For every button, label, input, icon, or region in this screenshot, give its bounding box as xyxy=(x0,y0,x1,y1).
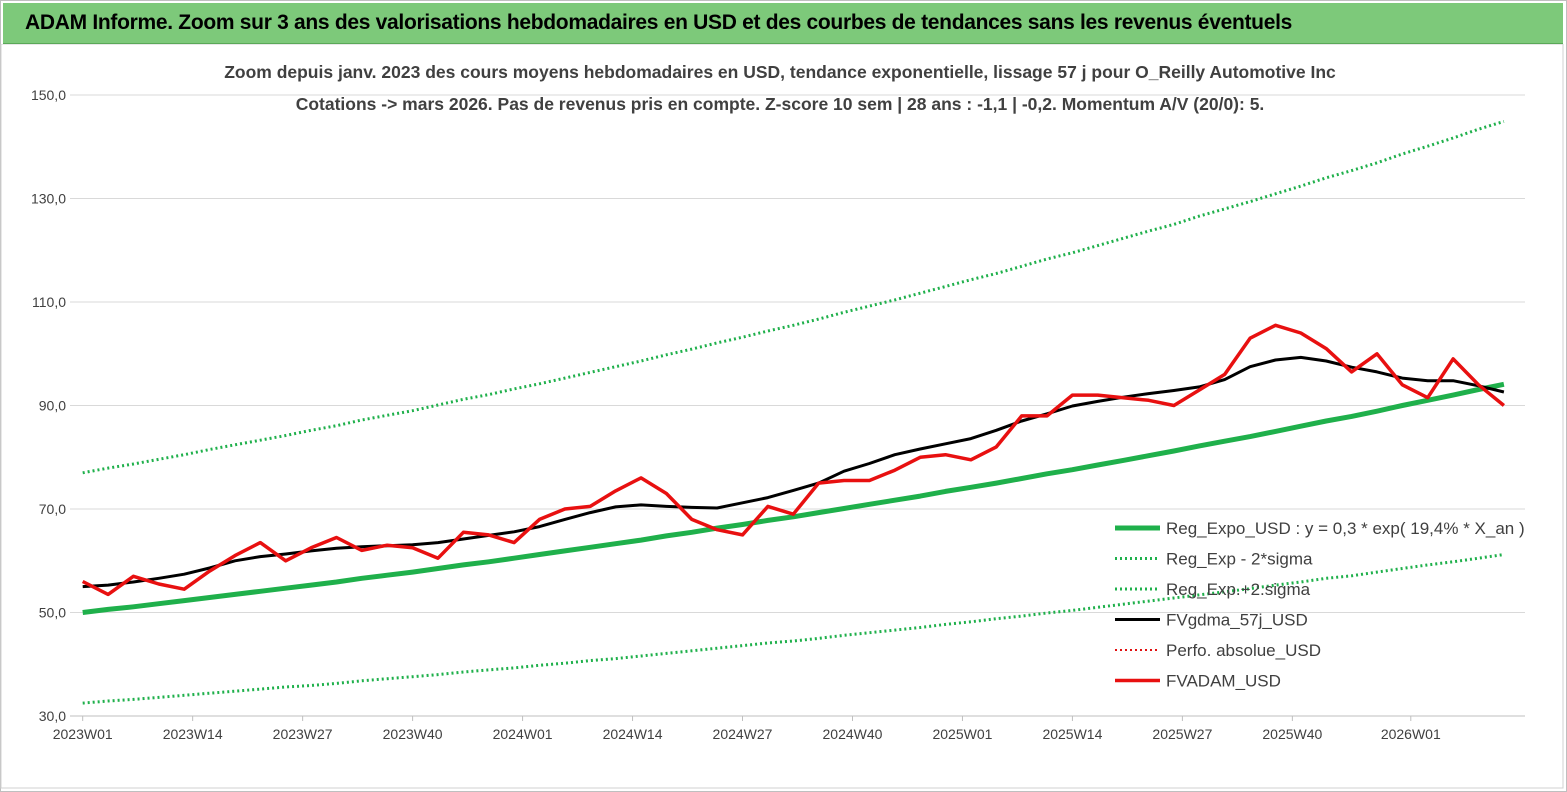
chart-title: Zoom depuis janv. 2023 des cours moyens … xyxy=(224,62,1336,82)
x-tick-label: 2025W01 xyxy=(932,726,992,742)
y-tick-label: 30,0 xyxy=(39,708,66,724)
series-line xyxy=(82,381,1505,615)
x-tick-label: 2026W01 xyxy=(1381,726,1441,742)
legend-label: Reg_Exp - 2*sigma xyxy=(1166,550,1313,569)
y-tick-label: 90,0 xyxy=(39,398,66,414)
series-line xyxy=(82,553,1505,705)
legend-label: FVgdma_57j_USD xyxy=(1166,611,1308,630)
x-tick-label: 2023W01 xyxy=(53,726,113,742)
legend-label: Perfo. absolue_USD xyxy=(1166,641,1321,660)
x-tick-label: 2025W14 xyxy=(1042,726,1102,742)
x-tick-label: 2023W40 xyxy=(383,726,443,742)
x-tick-label: 2023W14 xyxy=(163,726,223,742)
x-tick-label: 2025W40 xyxy=(1262,726,1322,742)
series-line xyxy=(81,323,1506,597)
chart: Zoom depuis janv. 2023 des cours moyens … xyxy=(0,44,1564,789)
header: ADAM Informe. Zoom sur 3 ans des valoris… xyxy=(3,3,1563,44)
x-tick-label: 2024W01 xyxy=(493,726,553,742)
x-tick-label: 2024W14 xyxy=(603,726,663,742)
legend-label: FVADAM_USD xyxy=(1166,672,1281,691)
y-tick-label: 70,0 xyxy=(39,501,66,517)
x-tick-label: 2025W27 xyxy=(1152,726,1212,742)
x-tick-label: 2024W27 xyxy=(713,726,773,742)
y-tick-label: 110,0 xyxy=(32,294,66,310)
x-tick-label: 2023W27 xyxy=(273,726,333,742)
y-tick-label: 50,0 xyxy=(39,605,66,621)
chart-area xyxy=(0,44,1564,789)
series-line xyxy=(82,355,1505,589)
chart-subtitle: Cotations -> mars 2026. Pas de revenus p… xyxy=(296,94,1265,114)
series-line xyxy=(82,119,1505,475)
header-title: ADAM Informe. Zoom sur 3 ans des valoris… xyxy=(25,11,1292,34)
y-tick-label: 130,0 xyxy=(31,191,66,207)
y-tick-label: 150,0 xyxy=(31,87,66,103)
x-tick-label: 2024W40 xyxy=(823,726,883,742)
legend-label: Reg_Exp.+2.sigma xyxy=(1166,580,1311,599)
legend-label: Reg_Expo_USD : y = 0,3 * exp( 19,4% * X_… xyxy=(1166,519,1525,538)
